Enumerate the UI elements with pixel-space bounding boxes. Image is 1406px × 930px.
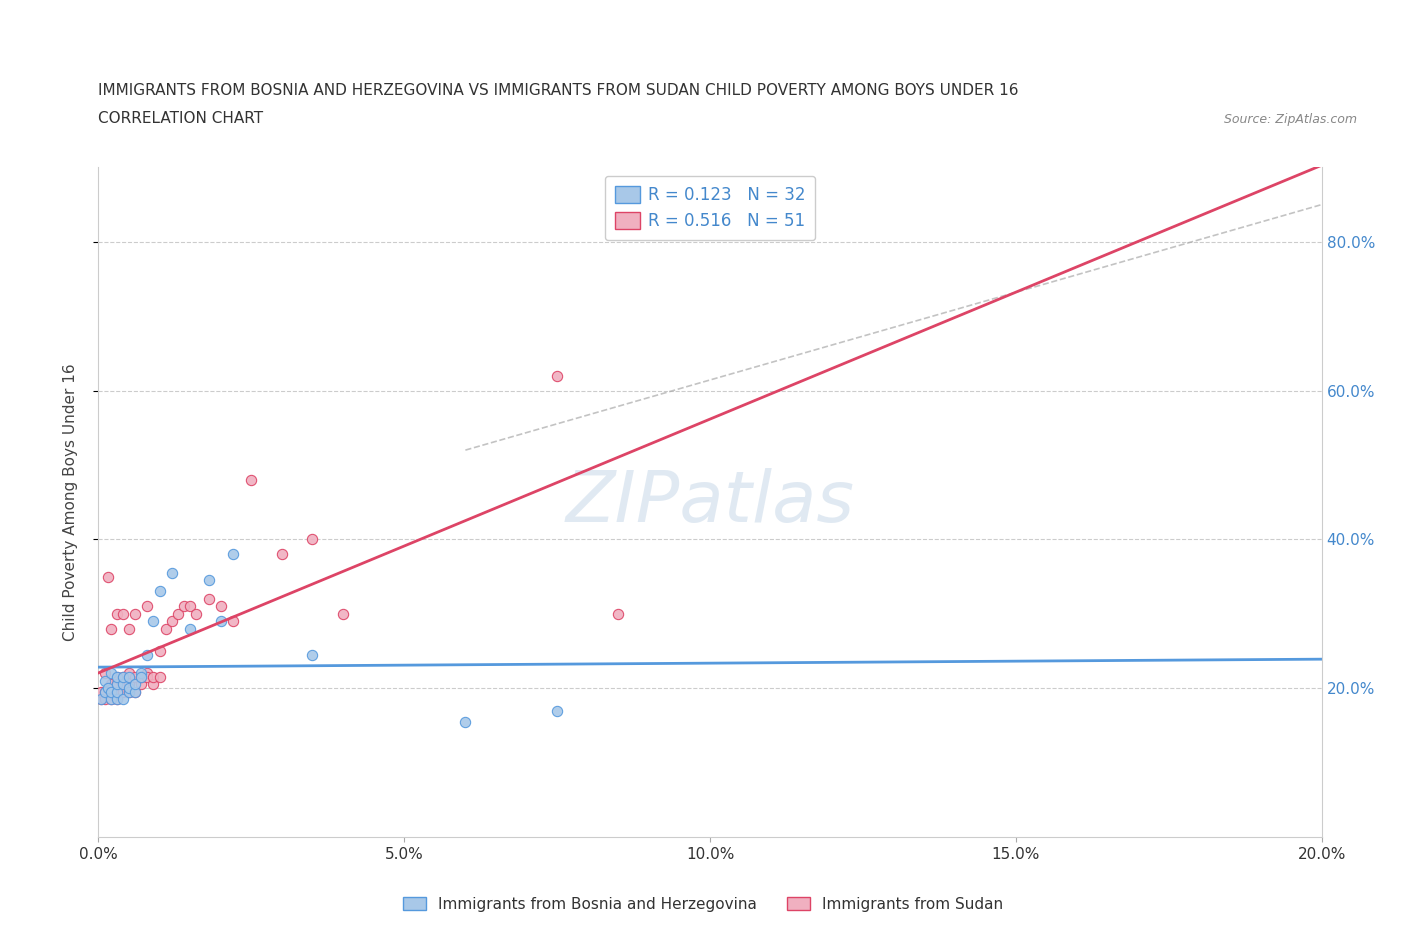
Point: [93, 692, 115, 707]
Text: CORRELATION CHART: CORRELATION CHART: [98, 111, 263, 126]
Point: [93, 666, 115, 681]
Point: [105, 677, 128, 692]
Point: [118, 666, 141, 681]
Point: [270, 547, 292, 562]
Point: [100, 677, 122, 692]
Point: [129, 666, 152, 681]
Point: [111, 670, 134, 684]
Point: [93, 684, 115, 699]
Point: [209, 599, 232, 614]
Point: [173, 599, 195, 614]
Point: [155, 621, 177, 636]
Point: [111, 606, 134, 621]
Point: [179, 621, 201, 636]
Point: [105, 692, 128, 707]
Point: [142, 670, 165, 684]
Point: [209, 614, 232, 629]
Point: [332, 606, 354, 621]
Point: [118, 684, 141, 699]
Point: [105, 670, 128, 684]
Point: [124, 670, 146, 684]
Point: [301, 532, 323, 547]
Point: [149, 584, 172, 599]
Point: [607, 606, 630, 621]
Point: [100, 621, 122, 636]
Legend: Immigrants from Bosnia and Herzegovina, Immigrants from Sudan: Immigrants from Bosnia and Herzegovina, …: [396, 890, 1010, 918]
Text: IMMIGRANTS FROM BOSNIA AND HERZEGOVINA VS IMMIGRANTS FROM SUDAN CHILD POVERTY AM: IMMIGRANTS FROM BOSNIA AND HERZEGOVINA V…: [98, 83, 1019, 98]
Point: [118, 677, 141, 692]
Point: [197, 591, 219, 606]
Point: [90, 684, 112, 699]
Point: [160, 614, 183, 629]
Point: [129, 670, 152, 684]
Point: [222, 614, 245, 629]
Point: [111, 677, 134, 692]
Point: [197, 573, 219, 588]
Point: [136, 647, 159, 662]
Point: [97, 569, 120, 584]
Point: [149, 670, 172, 684]
Point: [167, 606, 190, 621]
Point: [124, 677, 146, 692]
Point: [105, 606, 128, 621]
Point: [111, 692, 134, 707]
Point: [136, 670, 159, 684]
Point: [129, 677, 152, 692]
Point: [118, 670, 141, 684]
Point: [136, 666, 159, 681]
Point: [124, 684, 146, 699]
Point: [105, 684, 128, 699]
Point: [105, 692, 128, 707]
Point: [90, 692, 112, 707]
Point: [100, 692, 122, 707]
Point: [222, 547, 245, 562]
Point: [118, 684, 141, 699]
Point: [100, 684, 122, 699]
Point: [301, 647, 323, 662]
Y-axis label: Child Poverty Among Boys Under 16: Child Poverty Among Boys Under 16: [63, 364, 77, 641]
Point: [546, 368, 568, 383]
Text: ZIP⁠atlas: ZIP⁠atlas: [565, 468, 855, 537]
Point: [100, 666, 122, 681]
Point: [97, 681, 120, 696]
Point: [90, 692, 112, 707]
Point: [142, 614, 165, 629]
Point: [240, 472, 263, 487]
Point: [100, 692, 122, 707]
Point: [105, 677, 128, 692]
Point: [142, 677, 165, 692]
Point: [546, 703, 568, 718]
Point: [179, 599, 201, 614]
Text: Source: ZipAtlas.com: Source: ZipAtlas.com: [1223, 113, 1357, 126]
Point: [186, 606, 208, 621]
Point: [136, 599, 159, 614]
Point: [111, 684, 134, 699]
Point: [105, 684, 128, 699]
Legend: R = 0.123   N = 32, R = 0.516   N = 51: R = 0.123 N = 32, R = 0.516 N = 51: [605, 176, 815, 240]
Point: [93, 684, 115, 699]
Point: [149, 644, 172, 658]
Point: [111, 670, 134, 684]
Point: [118, 670, 141, 684]
Point: [118, 681, 141, 696]
Point: [124, 684, 146, 699]
Point: [93, 673, 115, 688]
Point: [118, 621, 141, 636]
Point: [105, 670, 128, 684]
Point: [129, 670, 152, 684]
Point: [100, 684, 122, 699]
Point: [454, 714, 477, 729]
Point: [111, 677, 134, 692]
Point: [160, 565, 183, 580]
Point: [124, 606, 146, 621]
